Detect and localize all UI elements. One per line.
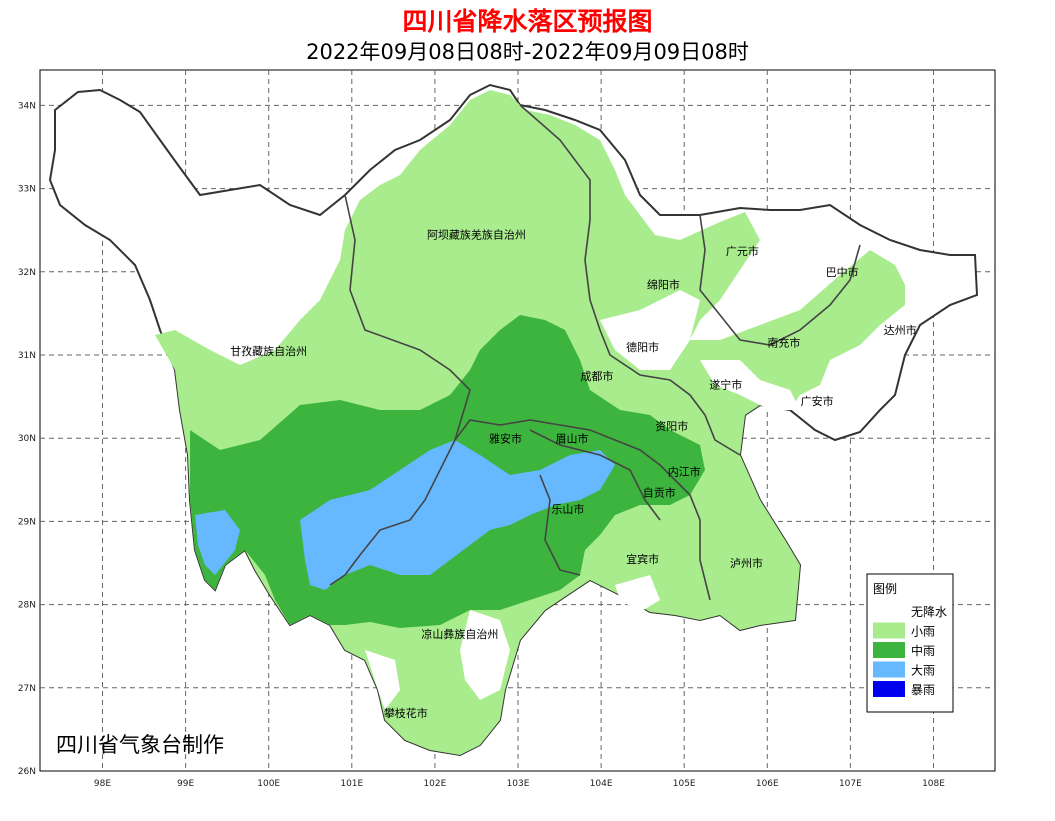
lat-tick-label: 28N xyxy=(18,601,36,611)
axis-ticks: 98E 99E 100E 101E 102E 103E 104E 105E 106E 107E 10… xyxy=(18,101,945,789)
lat-tick-label: 26N xyxy=(18,767,36,777)
prefecture-boundary xyxy=(519,104,741,456)
heavy-rain-area xyxy=(300,440,615,590)
city-label: 德阳市 xyxy=(626,340,659,354)
city-label: 凉山彝族自治州 xyxy=(421,627,498,641)
lon-tick-label: 106E xyxy=(756,779,779,789)
lon-tick-label: 108E xyxy=(922,779,945,789)
legend-title: 图例 xyxy=(873,582,897,596)
city-label: 资阳市 xyxy=(655,419,688,433)
lon-tick-label: 102E xyxy=(423,779,446,789)
map-subtitle: 2022年09月08日08时-2022年09月09日08时 xyxy=(306,40,749,64)
legend-swatch xyxy=(873,603,905,619)
city-label: 绵阳市 xyxy=(647,277,680,291)
city-label: 自贡市 xyxy=(643,485,676,499)
city-label: 泸州市 xyxy=(730,556,763,570)
lon-tick-label: 107E xyxy=(839,779,862,789)
legend-swatch xyxy=(873,681,905,697)
no-rain-patch xyxy=(600,290,700,370)
prefecture-boundary xyxy=(529,429,661,521)
legend-label: 中雨 xyxy=(911,643,935,658)
credit-text: 四川省气象台制作 xyxy=(56,733,224,757)
lat-tick-label: 34N xyxy=(18,101,36,111)
prefecture-boundary xyxy=(539,474,581,576)
lon-tick-label: 104E xyxy=(590,779,613,789)
city-label: 达州市 xyxy=(884,323,917,337)
city-label: 乐山市 xyxy=(551,502,584,516)
city-label: 雅安市 xyxy=(489,431,522,445)
lat-tick-label: 32N xyxy=(18,268,36,278)
no-rain-patch xyxy=(700,360,800,410)
prefecture-boundary xyxy=(699,214,861,346)
lat-tick-label: 30N xyxy=(18,434,36,444)
legend-label: 暴雨 xyxy=(911,683,935,697)
city-label: 遂宁市 xyxy=(709,377,742,391)
legend-label: 小雨 xyxy=(911,625,935,639)
city-label: 宜宾市 xyxy=(626,552,659,566)
city-label: 广安市 xyxy=(801,394,834,408)
lat-tick-label: 33N xyxy=(18,185,36,195)
city-label: 攀枝花市 xyxy=(384,706,428,720)
lon-tick-label: 103E xyxy=(507,779,530,789)
lat-tick-label: 31N xyxy=(18,351,36,361)
city-label: 内江市 xyxy=(668,465,701,479)
lon-tick-label: 105E xyxy=(673,779,696,789)
city-label: 阿坝藏族羌族自治州 xyxy=(427,228,526,242)
city-label: 南充市 xyxy=(767,336,800,350)
city-label: 甘孜藏族自治州 xyxy=(230,344,307,358)
city-label: 眉山市 xyxy=(556,431,589,445)
lon-tick-label: 100E xyxy=(257,779,280,789)
lon-tick-label: 98E xyxy=(94,779,111,789)
prefecture-boundary xyxy=(454,419,711,601)
heavy-rain-area xyxy=(195,510,240,575)
no-rain-patch xyxy=(615,575,660,612)
legend-swatch xyxy=(873,642,905,658)
lat-tick-label: 27N xyxy=(18,684,36,694)
legend-swatch xyxy=(873,661,905,678)
legend-swatch xyxy=(873,622,905,639)
city-label: 成都市 xyxy=(580,369,613,383)
no-rain-patch xyxy=(365,650,400,710)
no-rain-patch xyxy=(460,610,510,700)
city-label: 广元市 xyxy=(726,244,759,258)
lon-tick-label: 99E xyxy=(177,779,194,789)
lat-tick-label: 29N xyxy=(18,517,36,527)
lon-tick-label: 101E xyxy=(340,779,363,789)
legend-label: 无降水 xyxy=(911,605,947,619)
map-title: 四川省降水落区预报图 xyxy=(402,7,653,36)
city-label: 巴中市 xyxy=(826,265,859,279)
legend-label: 大雨 xyxy=(911,664,935,678)
